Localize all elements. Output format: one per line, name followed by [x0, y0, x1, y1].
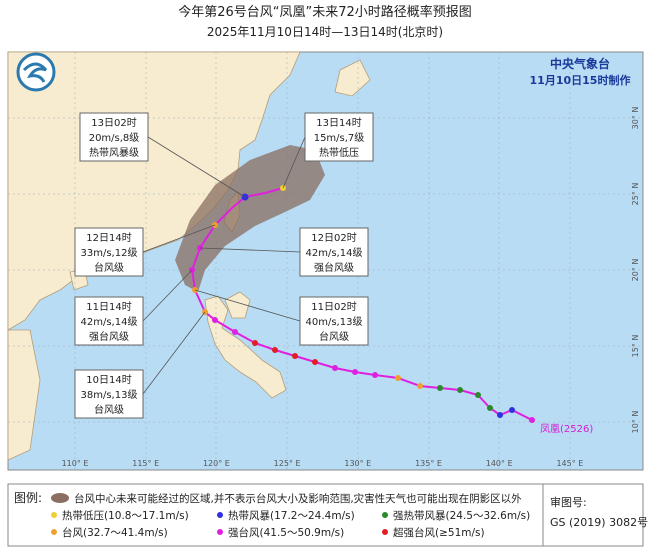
annotation-box: [74, 227, 144, 277]
lon-labels: 110° E 115° E 120° E 125° E 130° E 135° E 140°…: [62, 459, 584, 468]
legend-swatch: [51, 512, 57, 518]
annotation-text: 13日02时: [91, 117, 136, 129]
legend-swatch: [382, 512, 388, 518]
lat-label: 30° N: [631, 107, 640, 130]
annotation-box: [304, 112, 374, 162]
issued: 11月10日15时制作: [530, 73, 631, 87]
annotation-text: 12日14时: [86, 232, 131, 244]
leader-line: [199, 247, 301, 253]
legend-swatch: [51, 529, 57, 535]
leader-line: [142, 269, 193, 322]
annotation-text: 热带风暴级: [89, 146, 139, 159]
lat-label: 20° N: [631, 259, 640, 282]
annotation-text: 强台风级: [314, 261, 354, 274]
legend-item: 强台风(41.5～50.9m/s): [228, 526, 344, 539]
annotation-box: [74, 369, 144, 419]
leader-line: [282, 136, 306, 189]
title: 今年第26号台风“凤凰”未来72小时路径概率预报图: [178, 4, 472, 20]
legend-swatch: [217, 512, 223, 518]
annotation-text: 台风级: [94, 261, 124, 274]
lon-label: 115° E: [132, 459, 159, 468]
agency: 中央气象台: [550, 56, 610, 71]
annotation-text: 强台风级: [89, 330, 129, 343]
annotation-text: 33m/s,12级: [81, 247, 138, 259]
annotation-box: [74, 296, 144, 346]
annotation-text: 11日14时: [86, 301, 131, 313]
leader-line: [142, 224, 216, 253]
annotation-text: 38m/s,13级: [81, 389, 138, 401]
lon-label: 145° E: [556, 459, 583, 468]
lon-label: 135° E: [415, 459, 442, 468]
lat-label: 25° N: [631, 183, 640, 206]
annotation-text: 13日14时: [316, 117, 361, 129]
annotation-text: 20m/s,8级: [89, 132, 140, 144]
legend-box: [7, 483, 644, 547]
lat-label: 15° N: [631, 335, 640, 358]
lon-label: 120° E: [203, 459, 230, 468]
annotation-box: [299, 227, 369, 277]
leader-line: [194, 289, 301, 322]
track-points: [189, 185, 535, 423]
leader-line: [147, 136, 246, 198]
legend-title: 图例:: [14, 491, 42, 505]
annotation-text: 11日02时: [311, 301, 356, 313]
typhoon-label: 凤凰(2526): [540, 423, 593, 435]
annotation-text: 热带低压: [319, 146, 359, 159]
legend-item: 热带风暴(17.2～24.4m/s): [228, 509, 355, 522]
lon-label: 130° E: [344, 459, 371, 468]
lon-label: 140° E: [486, 459, 513, 468]
legend-swatch: [51, 493, 69, 503]
lat-label: 10° N: [631, 411, 640, 434]
approval-label: 审图号:: [550, 495, 587, 509]
logo: [16, 52, 56, 92]
annotation-box: [79, 112, 149, 162]
legend-item: 超强台风(≥51m/s): [393, 526, 485, 539]
lon-label: 110° E: [62, 459, 89, 468]
annotation-box: [299, 296, 369, 346]
lon-label: 125° E: [274, 459, 301, 468]
annotation-text: 10日14时: [86, 374, 131, 386]
leader-line: [142, 311, 206, 395]
legend-swatch: [217, 529, 223, 535]
lat-labels: 10° N 15° N 20° N 25° N 30° N: [631, 107, 640, 434]
legend-item: 强热带风暴(24.5～32.6m/s): [393, 509, 530, 522]
legend-swatch: [382, 529, 388, 535]
legend-item: 台风(32.7～41.4m/s): [62, 526, 168, 539]
annotation-text: 42m/s,14级: [306, 247, 363, 259]
annotation-text: 12日02时: [311, 232, 356, 244]
annotation-text: 42m/s,14级: [81, 316, 138, 328]
subtitle: 2025年11月10日14时—13日14时(北京时): [207, 25, 443, 39]
annotation-text: 15m/s,7级: [314, 132, 365, 144]
probability-cone: [175, 145, 325, 292]
approval-number: GS (2019) 3082号: [550, 516, 648, 529]
annotation-text: 台风级: [319, 330, 349, 343]
annotation-text: 40m/s,13级: [306, 316, 363, 328]
legend-item: 热带低压(10.8～17.1m/s): [62, 509, 189, 522]
annotation-text: 台风级: [94, 403, 124, 416]
legend-item: 台风中心未来可能经过的区域,并不表示台风大小及影响范围,灾害性天气也可能出现在阴…: [74, 492, 522, 505]
